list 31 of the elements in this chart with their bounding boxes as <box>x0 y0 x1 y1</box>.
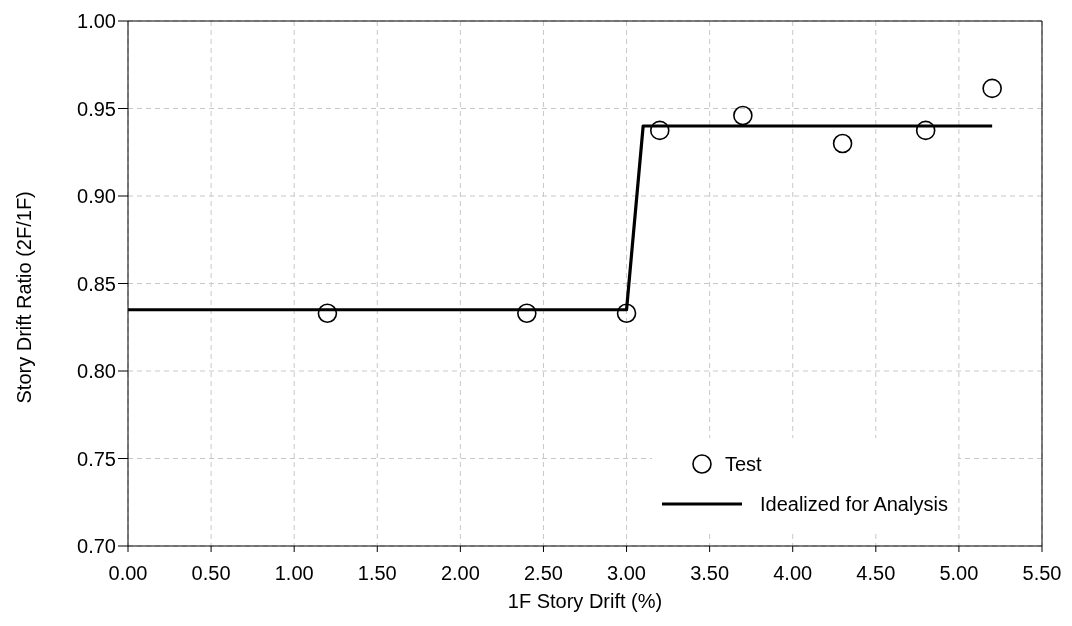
point <box>832 133 853 154</box>
y-tick-label: 0.75 <box>77 447 116 470</box>
x-tick-label: 1.50 <box>357 562 397 585</box>
point <box>616 303 637 324</box>
x-tick-label: 5.00 <box>939 562 979 585</box>
x-tick-label: 4.50 <box>856 562 896 585</box>
x-tick-label: 3.00 <box>607 562 647 585</box>
x-tick-label: 3.50 <box>690 562 730 585</box>
y-tick-label: 1.00 <box>77 10 116 33</box>
y-tick-label: 0.80 <box>77 360 116 383</box>
point <box>915 120 936 141</box>
legend-label: Idealized for Analysis <box>760 492 948 516</box>
point <box>649 120 670 141</box>
point <box>317 303 338 324</box>
point <box>982 78 1002 99</box>
y-tick-label: 0.85 <box>77 272 116 295</box>
x-tick-label: 0.50 <box>191 562 231 585</box>
y-tick-label: 0.70 <box>77 535 116 558</box>
x-tick-label: 1.00 <box>274 562 314 585</box>
x-tick-label: 4.00 <box>773 562 813 585</box>
x-tick-label: 2.50 <box>523 562 563 585</box>
y-axis-title: Story Drift Ratio (2F/1F) <box>13 191 36 404</box>
x-axis-title: 1F Story Drift (%) <box>507 590 663 612</box>
point <box>517 303 537 324</box>
y-tick-label: 0.95 <box>77 97 116 120</box>
x-tick-label: 2.00 <box>440 562 480 585</box>
x-tick-label: 0.00 <box>108 562 148 585</box>
point <box>733 105 753 126</box>
y-tick-label: 0.90 <box>77 185 116 208</box>
x-tick-label: 5.50 <box>1022 562 1062 585</box>
legend-label: Test <box>725 452 762 476</box>
